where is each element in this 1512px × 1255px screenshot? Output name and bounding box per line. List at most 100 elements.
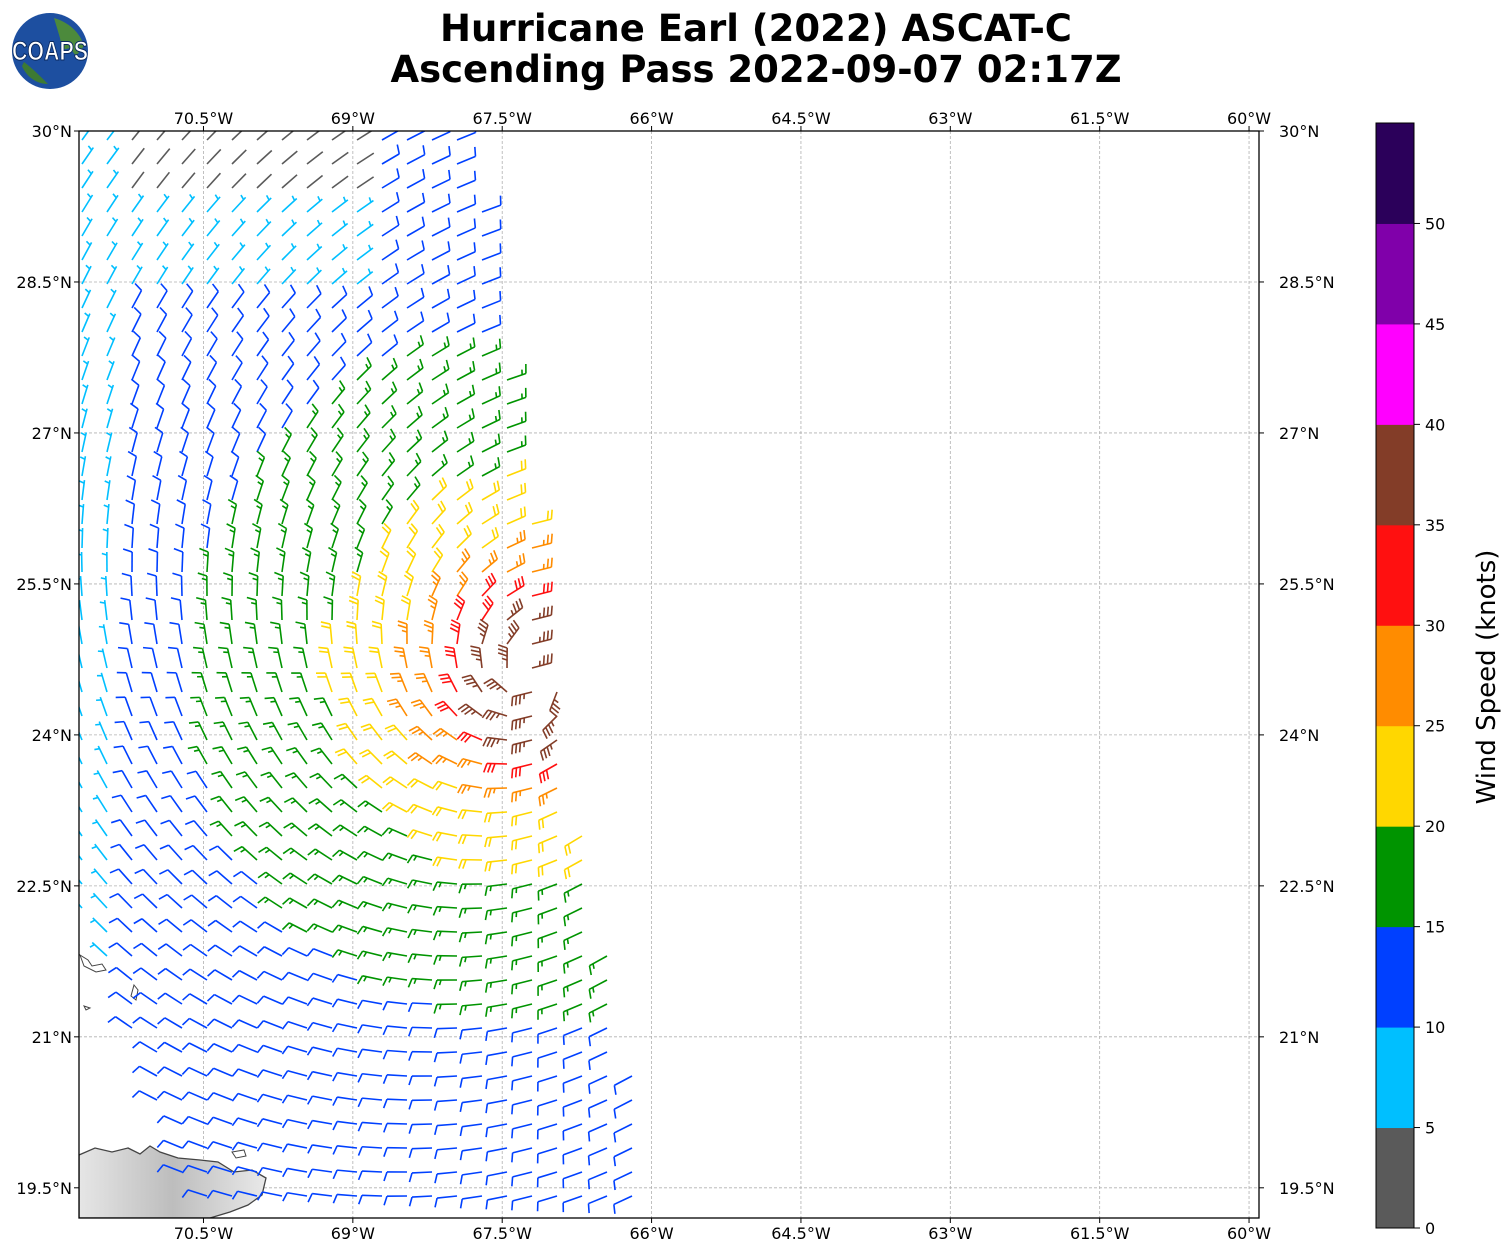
barb-flag: [432, 831, 439, 841]
barb-flag: [445, 359, 450, 370]
barb-half-flag: [390, 388, 395, 394]
wind-barb: [156, 1066, 183, 1077]
wind-barb: [306, 379, 320, 405]
wind-barb: [81, 312, 91, 333]
barb-flag: [356, 925, 364, 935]
barb-flag: [255, 474, 264, 482]
barb-shaft: [306, 410, 319, 429]
barb-half-flag: [421, 680, 428, 683]
barb-shaft: [437, 1195, 458, 1199]
barb-flag: [523, 506, 527, 517]
barb-flag: [587, 1155, 591, 1166]
wind-barb: [431, 406, 449, 429]
barb-flag: [206, 1043, 215, 1052]
barb-flag: [539, 751, 545, 761]
wind-barb: [79, 575, 83, 597]
wind-barb: [457, 703, 483, 717]
wind-barb: [206, 241, 220, 261]
barb-flag: [268, 646, 278, 650]
barb-shaft: [106, 408, 114, 429]
barb-shaft: [280, 599, 283, 621]
barb-half-flag: [89, 943, 95, 948]
barb-half-flag: [290, 266, 295, 273]
wind-barb: [506, 506, 527, 525]
wind-barb: [408, 1171, 433, 1183]
wind-barb: [381, 239, 400, 261]
barb-flag: [511, 912, 514, 923]
wind-barb: [256, 284, 271, 309]
barb-shaft: [337, 998, 358, 1005]
barb-shaft: [563, 1003, 583, 1013]
barb-half-flag: [413, 978, 417, 985]
barb-flag: [230, 450, 240, 458]
barb-shaft: [167, 869, 183, 885]
barb-flag: [407, 978, 413, 988]
wind-barb: [110, 819, 133, 837]
barb-flag: [495, 503, 500, 514]
barb-flag: [159, 869, 169, 875]
barb-flag: [256, 1142, 264, 1152]
barb-shaft: [216, 870, 233, 885]
barb-shaft: [263, 995, 283, 1005]
wind-barb: [481, 386, 501, 405]
barb-flag: [181, 1091, 190, 1100]
wind-barb: [181, 217, 195, 237]
barb-shaft: [356, 435, 370, 453]
barb-flag: [138, 745, 148, 749]
barb-shaft: [462, 979, 483, 983]
barb-shaft: [487, 1003, 508, 1009]
wind-barb: [104, 480, 111, 501]
wind-barb: [156, 306, 168, 333]
barb-flag: [484, 983, 489, 993]
barb-half-flag: [292, 750, 298, 754]
barb-flag: [470, 645, 480, 649]
barb-half-flag: [363, 976, 368, 982]
barb-shaft: [462, 1147, 483, 1152]
barb-flag: [131, 1090, 140, 1098]
wind-barb: [537, 931, 558, 949]
barb-shaft: [106, 266, 118, 285]
wind-barb: [485, 1051, 508, 1066]
barb-shaft: [262, 1142, 283, 1149]
barb-shaft: [512, 883, 533, 890]
barb-flag: [156, 1041, 166, 1050]
wind-barb: [563, 883, 583, 903]
barb-shaft: [481, 323, 501, 333]
barb-shaft: [463, 731, 483, 741]
wind-barb: [306, 1070, 333, 1081]
barb-flag: [498, 338, 502, 349]
barb-shaft: [197, 721, 208, 741]
barb-shaft: [131, 337, 142, 357]
lon-tick-label: 64.5°W: [771, 109, 831, 128]
wind-barb: [181, 265, 194, 285]
barb-half-flag: [388, 977, 392, 983]
wind-barb: [562, 1003, 583, 1022]
barb-flag: [260, 771, 270, 777]
barb-flag: [358, 498, 367, 507]
wind-barb: [406, 358, 424, 381]
barb-flag: [299, 571, 310, 577]
wind-barb: [134, 868, 158, 885]
wind-barb: [258, 821, 283, 837]
wind-barb: [511, 1027, 533, 1043]
barb-flag: [518, 694, 522, 705]
barb-shaft: [406, 414, 423, 429]
barb-shaft: [106, 480, 111, 501]
wind-barb: [408, 1123, 433, 1134]
wind-barb: [281, 355, 295, 381]
barb-shaft: [440, 727, 458, 741]
barb-half-flag: [338, 950, 343, 956]
wind-barb: [233, 845, 258, 861]
barb-shaft: [163, 1164, 183, 1173]
barb-flag: [438, 523, 445, 533]
wind-barb: [272, 596, 283, 621]
wind-barb: [236, 746, 258, 765]
wind-barb: [483, 787, 508, 798]
wind-barb: [206, 1092, 233, 1101]
wind-barb: [120, 597, 133, 621]
barb-flag: [256, 1069, 264, 1078]
barb-shaft: [122, 745, 133, 765]
barb-flag: [234, 378, 242, 387]
wind-barb: [307, 1168, 333, 1179]
barb-flag: [472, 337, 476, 347]
